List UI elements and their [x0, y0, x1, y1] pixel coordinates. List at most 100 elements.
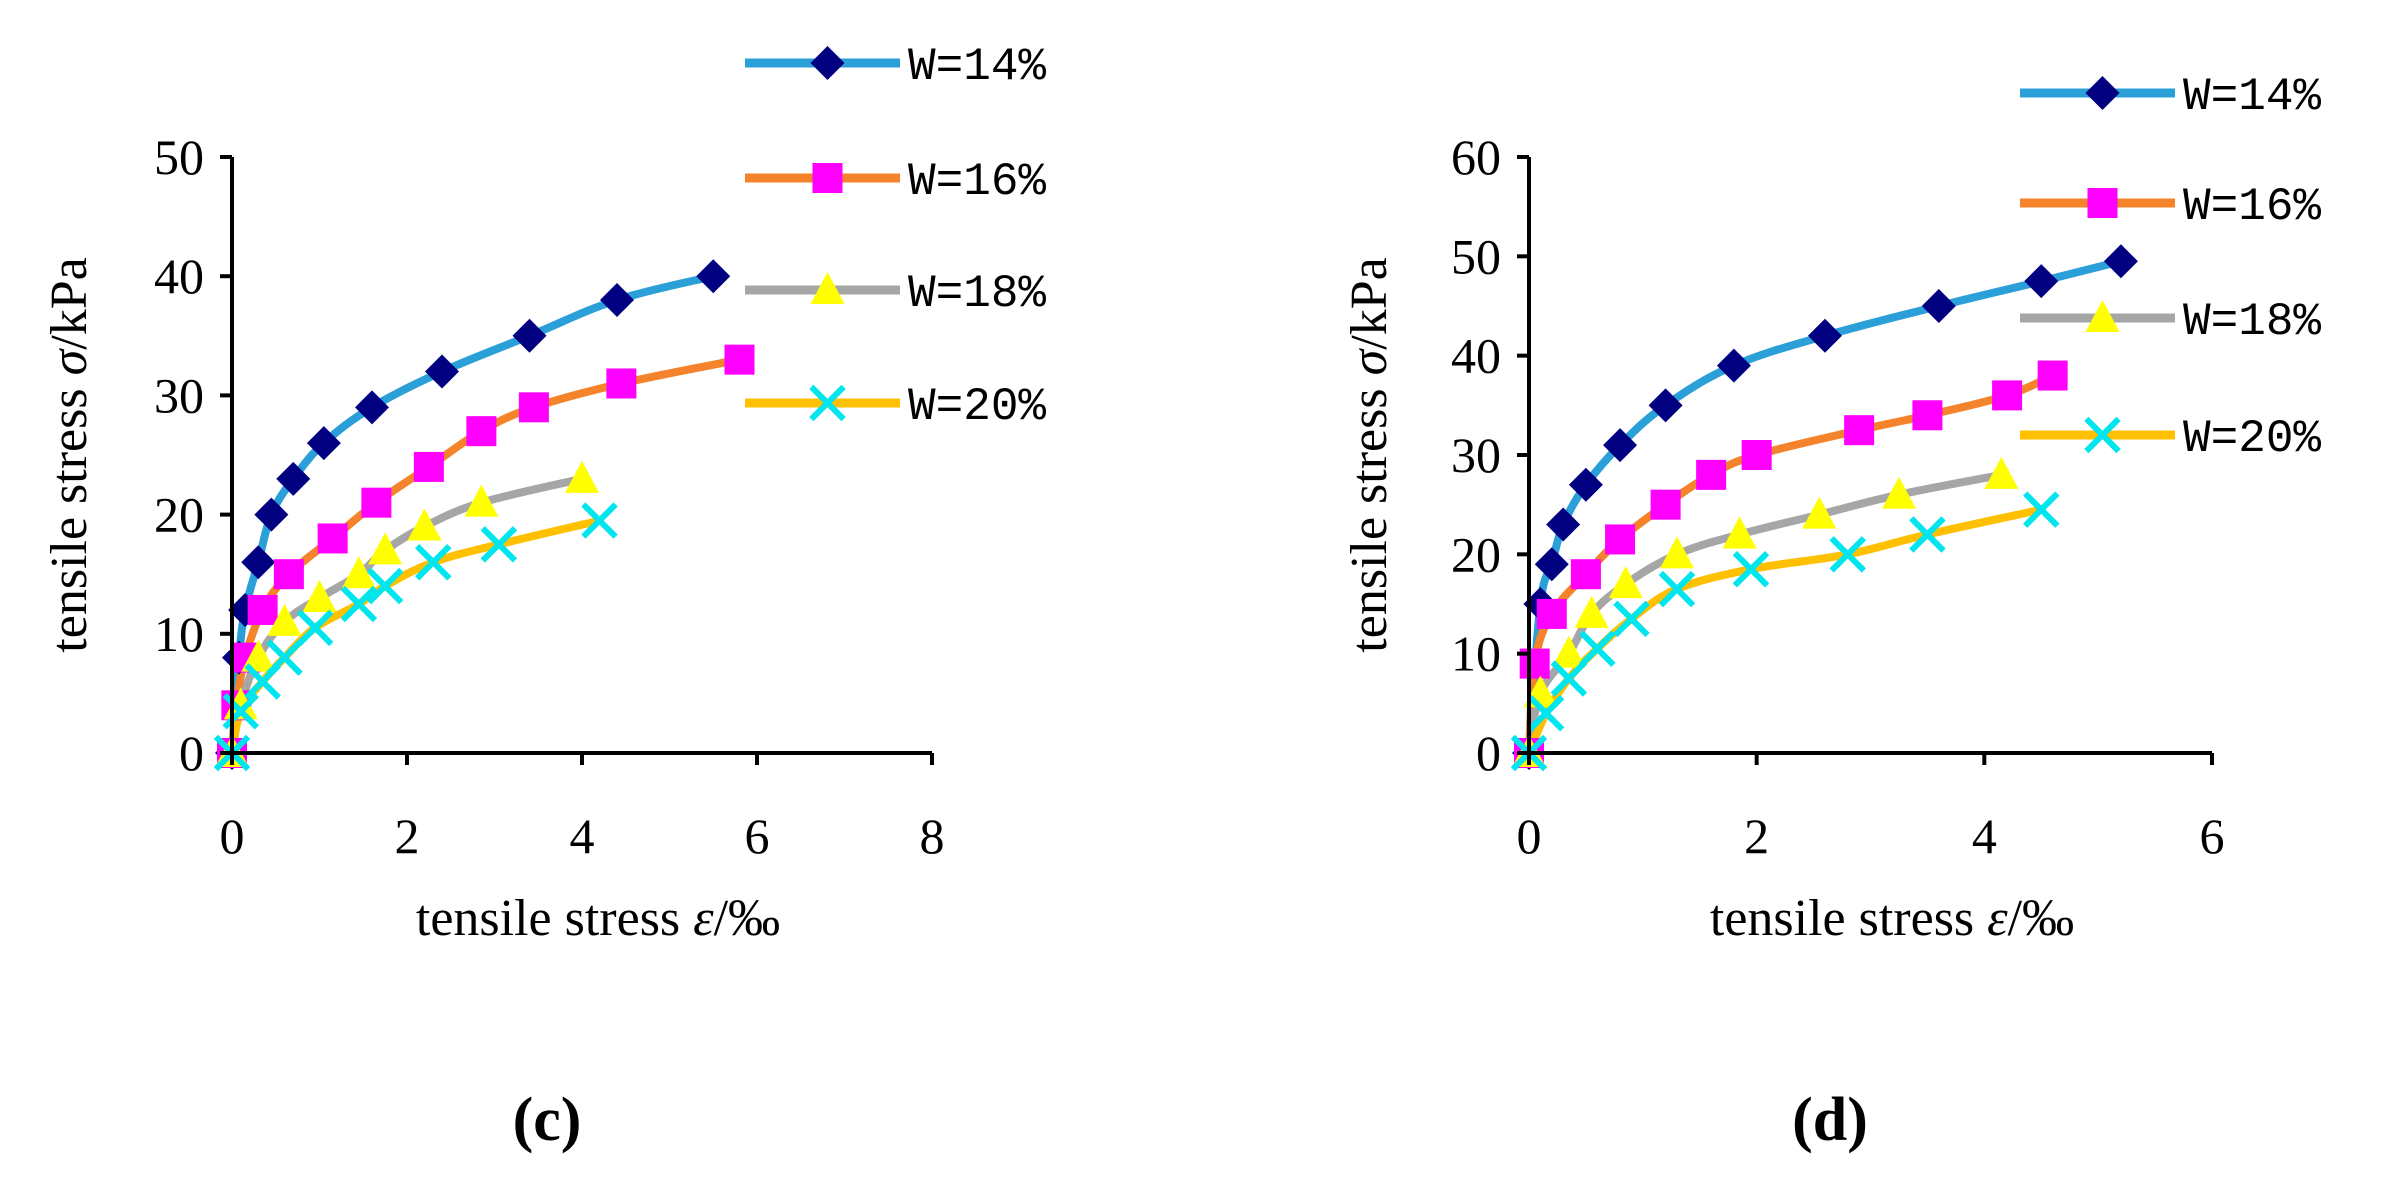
data-point: [1527, 695, 1565, 732]
y-tick-label: 20: [1451, 526, 1501, 582]
data-point: [306, 426, 341, 461]
data-point: [565, 460, 599, 493]
legend-marker: [2087, 188, 2118, 218]
series-markers-w-20: [1510, 491, 2060, 772]
data-point: [2037, 360, 2068, 391]
panel-label: (d): [1792, 1086, 1868, 1154]
y-tick-label: 50: [154, 129, 204, 185]
legend-marker: [2085, 76, 2120, 110]
data-point: [361, 487, 392, 518]
data-point: [1603, 428, 1638, 463]
data-point: [1741, 440, 1772, 470]
x-tick-label: 6: [745, 808, 770, 864]
data-point: [1912, 400, 1943, 431]
tick-labels: 0 10 20 30 40 50 0 2 4 6 8: [154, 129, 945, 864]
data-point: [1536, 598, 1567, 629]
data-point: [1696, 459, 1727, 490]
y-tick-label: 10: [154, 606, 204, 662]
series-markers-w-16: [1514, 360, 2068, 768]
chart-panel-d: 0 10 20 30 40 50 60 0 2 4 6 tensile stress σ/kPa t…: [1341, 71, 2321, 1154]
y-tick-label: 0: [1476, 725, 1501, 781]
data-point: [1881, 476, 1916, 509]
data-point: [2103, 244, 2138, 279]
data-point: [724, 344, 755, 375]
data-point: [2023, 491, 2060, 528]
data-point: [317, 523, 348, 554]
data-point: [1574, 595, 1609, 628]
data-point: [368, 532, 403, 565]
data-point: [1732, 550, 1770, 588]
y-tick-label: 40: [154, 248, 204, 304]
data-point: [425, 354, 459, 389]
x-tick-label: 0: [1517, 808, 1542, 864]
x-axis-title: tensile stress ε/‰: [416, 890, 780, 947]
data-point: [273, 559, 304, 590]
data-point: [266, 639, 303, 676]
data-point: [1658, 570, 1696, 608]
data-point: [1844, 415, 1875, 446]
data-point: [1534, 547, 1569, 582]
data-point: [1716, 348, 1751, 383]
data-point: [1605, 524, 1636, 555]
data-point: [466, 416, 497, 447]
data-point: [1802, 496, 1837, 529]
legend-item-w-14: W=14%: [745, 41, 1046, 93]
legend-label: W=20%: [2183, 413, 2321, 465]
data-point: [1807, 318, 1842, 353]
legend-item-w-20: W=20%: [2020, 413, 2321, 465]
legend-marker: [812, 163, 843, 193]
data-point: [1568, 467, 1603, 502]
data-point: [296, 609, 334, 647]
data-point: [241, 639, 276, 672]
data-point: [366, 567, 404, 605]
chart-panel-c: 0 10 20 30 40 50 0 2 4 6 8 tensile stress σ/kPa te…: [41, 41, 1046, 1154]
x-tick-label: 4: [570, 808, 595, 864]
legend-item-w-18: W=18%: [745, 268, 1046, 320]
y-tick-label: 30: [154, 367, 204, 423]
legend-item-w-20: W=20%: [745, 381, 1046, 433]
data-point: [1650, 489, 1681, 520]
x-tick-label: 4: [1972, 808, 1997, 864]
y-tick-label: 60: [1451, 129, 1501, 185]
y-tick-label: 0: [179, 725, 204, 781]
data-point: [1608, 566, 1643, 599]
data-point: [247, 594, 278, 625]
x-tick-label: 0: [220, 808, 245, 864]
data-point: [1659, 536, 1694, 569]
data-point: [1546, 507, 1581, 542]
legend-item-w-16: W=16%: [745, 156, 1046, 208]
data-point: [1613, 600, 1650, 638]
data-point: [1550, 660, 1588, 697]
panel-label: (c): [513, 1086, 582, 1154]
data-point: [600, 283, 634, 318]
data-point: [1921, 289, 1956, 323]
x-tick-label: 6: [2200, 808, 2225, 864]
data-point: [1551, 635, 1586, 668]
data-point: [415, 544, 452, 581]
series-markers-w-18: [1512, 456, 2019, 767]
legend-item-w-16: W=16%: [2020, 181, 2321, 233]
legend-label: W=18%: [2183, 296, 2321, 348]
legend-marker: [2085, 300, 2120, 332]
legend-item-w-14: W=14%: [2020, 71, 2321, 123]
series-markers-w-20: [213, 502, 618, 772]
legend-label: W=18%: [908, 268, 1046, 320]
data-point: [518, 392, 549, 423]
y-tick-label: 30: [1451, 427, 1501, 483]
data-point: [1992, 380, 2023, 411]
data-point: [1909, 516, 1946, 553]
legend-marker: [810, 46, 845, 80]
data-point: [407, 508, 442, 541]
x-axis-title: tensile stress ε/‰: [1710, 890, 2074, 947]
data-point: [1579, 630, 1616, 667]
y-axis-title: tensile stress σ/kPa: [1341, 257, 1398, 652]
x-tick-label: 8: [920, 808, 945, 864]
data-point: [1829, 536, 1866, 573]
legend-marker: [2084, 416, 2121, 454]
tick-labels: 0 10 20 30 40 50 60 0 2 4 6: [1451, 129, 2225, 864]
y-tick-label: 40: [1451, 328, 1501, 384]
data-point: [464, 484, 499, 517]
legend-label: W=14%: [908, 41, 1046, 93]
data-point: [241, 545, 276, 580]
